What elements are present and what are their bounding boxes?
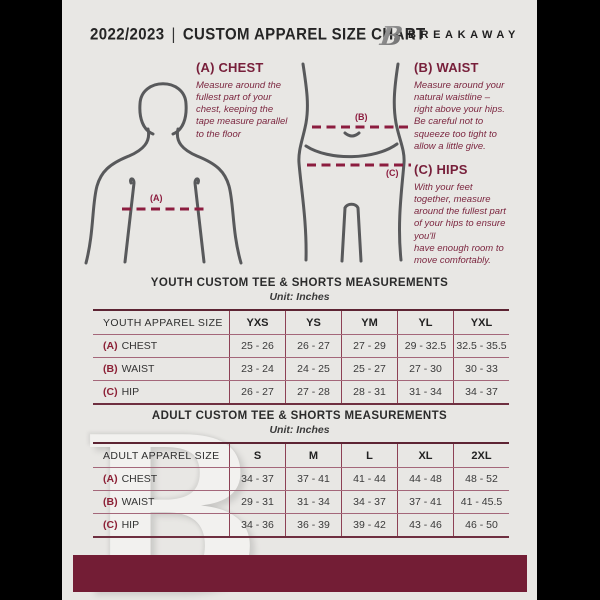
adult-table-header-cell: M	[285, 444, 341, 467]
size-chart-page: B 2022/2023 | CUSTOM APPAREL SIZE CHART	[62, 0, 537, 600]
row-label: (C) HIP	[93, 519, 229, 531]
hips-marker-label: (C)	[386, 168, 399, 178]
chest-description: Measure around the fullest part of your …	[196, 80, 288, 140]
size-range-cell: 48 - 52	[453, 468, 509, 490]
row-label: (A) CHEST	[93, 473, 229, 485]
row-name: CHEST	[121, 340, 158, 352]
adult-table-header-cell: S	[229, 444, 285, 467]
adult-unit-label: Unit: Inches	[269, 424, 330, 436]
row-name: HIP	[121, 519, 140, 531]
title-separator: |	[171, 25, 176, 45]
size-range-cell: 31 - 34	[397, 381, 453, 403]
adult-table-header-cell: XL	[397, 444, 453, 467]
adult-size-table: ADULT APPAREL SIZE S M L XL 2XL (A) CHEST…	[93, 442, 509, 538]
size-range-cell: 34 - 37	[453, 381, 509, 403]
size-range-cell: 41 - 44	[341, 468, 397, 490]
size-range-cell: 34 - 37	[341, 491, 397, 513]
size-range-cell: 39 - 42	[341, 514, 397, 536]
size-range-cell: 37 - 41	[397, 491, 453, 513]
row-prefix: (C)	[103, 386, 118, 398]
row-label: (B) WAIST	[93, 363, 229, 375]
waist-heading: (B) WAIST	[414, 60, 479, 75]
youth-section-title: YOUTH CUSTOM TEE & SHORTS MEASUREMENTS	[150, 277, 449, 289]
size-range-cell: 34 - 37	[229, 468, 285, 490]
row-name: WAIST	[121, 363, 155, 375]
size-range-cell: 31 - 34	[285, 491, 341, 513]
youth-size-table: YOUTH APPAREL SIZE YXS YS YM YL YXL (A) C…	[93, 309, 509, 405]
row-label: (C) HIP	[93, 386, 229, 398]
youth-table-header-cell: YL	[397, 311, 453, 334]
youth-table-header-cell: YXL	[453, 311, 509, 334]
table-row: (B) WAIST 23 - 24 24 - 25 25 - 27 27 - 30…	[93, 358, 509, 381]
size-range-cell: 26 - 27	[285, 335, 341, 357]
season-label: 2022/2023	[90, 25, 165, 45]
size-range-cell: 43 - 46	[397, 514, 453, 536]
youth-table-header-cell: YM	[341, 311, 397, 334]
size-range-cell: 44 - 48	[397, 468, 453, 490]
size-range-cell: 25 - 27	[341, 358, 397, 380]
breakaway-logo-icon: B	[375, 18, 405, 57]
size-range-cell: 46 - 50	[453, 514, 509, 536]
adult-table-header-cell: ADULT APPAREL SIZE	[103, 449, 220, 462]
table-row: (B) WAIST 29 - 31 31 - 34 34 - 37 37 - 41…	[93, 491, 509, 514]
page-title: 2022/2023 | CUSTOM APPAREL SIZE CHART	[90, 25, 426, 44]
row-prefix: (C)	[103, 519, 118, 531]
row-prefix: (A)	[103, 340, 118, 352]
row-name: HIP	[121, 386, 140, 398]
table-row: (C) HIP 26 - 27 27 - 28 28 - 31 31 - 34 3…	[93, 381, 509, 403]
chart-title: CUSTOM APPAREL SIZE CHART	[182, 25, 426, 45]
adult-section-title: ADULT CUSTOM TEE & SHORTS MEASUREMENTS	[151, 410, 448, 422]
youth-table-header-cell: YXS	[229, 311, 285, 334]
row-name: WAIST	[121, 496, 155, 508]
row-label: (B) WAIST	[93, 496, 229, 508]
size-range-cell: 41 - 45.5	[453, 491, 509, 513]
torso-figure	[84, 82, 243, 265]
chest-marker-label: (A)	[150, 193, 163, 203]
youth-table-header-row: YOUTH APPAREL SIZE YXS YS YM YL YXL	[93, 311, 509, 335]
size-range-cell: 27 - 30	[397, 358, 453, 380]
table-row: (A) CHEST 34 - 37 37 - 41 41 - 44 44 - 48…	[93, 468, 509, 491]
size-range-cell: 29 - 32.5	[397, 335, 453, 357]
page-content: 2022/2023 | CUSTOM APPAREL SIZE CHART B BR…	[62, 0, 537, 600]
size-range-cell: 37 - 41	[285, 468, 341, 490]
size-range-cell: 36 - 39	[285, 514, 341, 536]
waist-marker-label: (B)	[355, 112, 368, 122]
size-range-cell: 25 - 26	[229, 335, 285, 357]
waist-description: Measure around your natural waistline – …	[414, 80, 505, 152]
hips-heading: (C) HIPS	[414, 162, 468, 177]
size-range-cell: 32.5 - 35.5	[453, 335, 509, 357]
size-range-cell: 34 - 36	[229, 514, 285, 536]
youth-unit-label: Unit: Inches	[269, 291, 330, 303]
size-range-cell: 29 - 31	[229, 491, 285, 513]
lower-body-figure	[297, 62, 411, 263]
table-row: (C) HIP 34 - 36 36 - 39 39 - 42 43 - 46 4…	[93, 514, 509, 536]
footer-accent-bar	[73, 555, 527, 592]
size-range-cell: 24 - 25	[285, 358, 341, 380]
adult-table-header-cell: 2XL	[453, 444, 509, 467]
chest-heading: (A) CHEST	[196, 60, 264, 75]
svg-text:B: B	[377, 21, 404, 52]
row-prefix: (A)	[103, 473, 118, 485]
row-prefix: (B)	[103, 496, 118, 508]
size-range-cell: 23 - 24	[229, 358, 285, 380]
size-range-cell: 28 - 31	[341, 381, 397, 403]
youth-table-header-cell: YOUTH APPAREL SIZE	[103, 316, 223, 329]
row-name: CHEST	[121, 473, 158, 485]
size-range-cell: 30 - 33	[453, 358, 509, 380]
youth-table-header-cell: YS	[285, 311, 341, 334]
row-prefix: (B)	[103, 363, 118, 375]
size-range-cell: 27 - 29	[341, 335, 397, 357]
hips-description: With your feet together, measure around …	[414, 182, 506, 266]
table-row: (A) CHEST 25 - 26 26 - 27 27 - 29 29 - 32…	[93, 335, 509, 358]
page-header: 2022/2023 | CUSTOM APPAREL SIZE CHART B BR…	[62, 21, 537, 52]
row-label: (A) CHEST	[93, 340, 229, 352]
size-range-cell: 27 - 28	[285, 381, 341, 403]
brand-name: BREAKAWAY	[408, 29, 520, 41]
adult-table-header-row: ADULT APPAREL SIZE S M L XL 2XL	[93, 444, 509, 468]
size-range-cell: 26 - 27	[229, 381, 285, 403]
adult-table-header-cell: L	[341, 444, 397, 467]
